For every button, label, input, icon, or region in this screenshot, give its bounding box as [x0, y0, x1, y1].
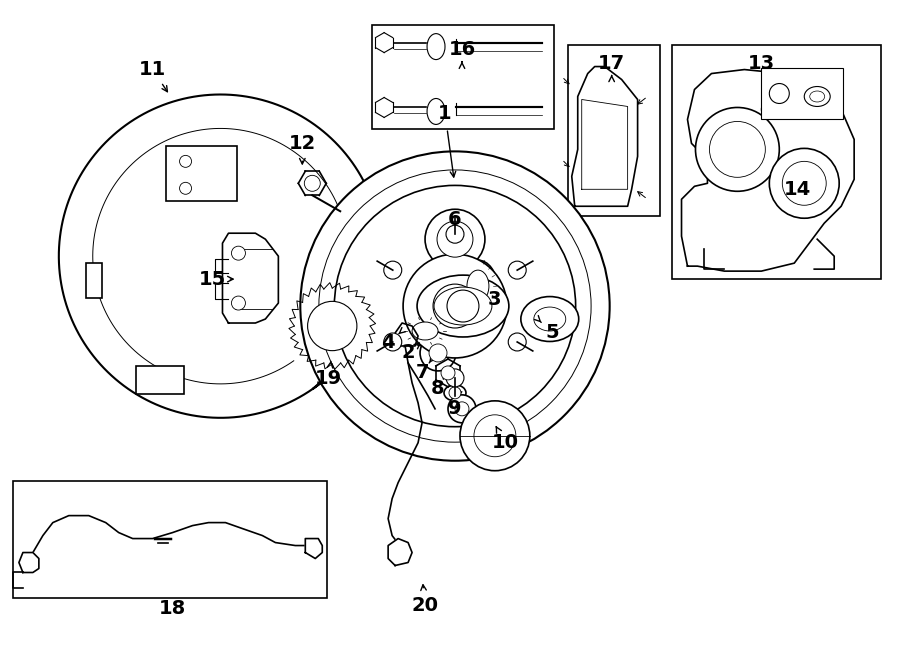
Circle shape [770, 148, 839, 218]
Text: 14: 14 [784, 180, 811, 199]
Polygon shape [222, 233, 278, 323]
Circle shape [437, 221, 473, 257]
Ellipse shape [412, 322, 438, 340]
Circle shape [460, 401, 530, 471]
Text: 8: 8 [431, 379, 445, 399]
Circle shape [231, 296, 246, 310]
Circle shape [319, 170, 591, 442]
Ellipse shape [427, 34, 445, 59]
Circle shape [231, 246, 246, 260]
Circle shape [180, 155, 192, 167]
Circle shape [441, 366, 455, 380]
Ellipse shape [467, 270, 489, 302]
Text: 16: 16 [448, 40, 475, 59]
Circle shape [508, 261, 526, 279]
Polygon shape [681, 69, 854, 271]
Ellipse shape [459, 260, 497, 312]
Bar [671, 44, 881, 279]
Circle shape [696, 108, 779, 191]
Circle shape [761, 100, 781, 120]
Ellipse shape [417, 275, 508, 337]
FancyBboxPatch shape [136, 366, 184, 394]
FancyBboxPatch shape [86, 263, 102, 298]
Text: 1: 1 [438, 104, 452, 123]
Ellipse shape [444, 385, 466, 401]
Polygon shape [305, 539, 322, 559]
Circle shape [770, 83, 789, 104]
Circle shape [425, 210, 485, 269]
Circle shape [449, 387, 461, 399]
Circle shape [383, 261, 401, 279]
Ellipse shape [805, 87, 830, 106]
Text: 20: 20 [411, 596, 438, 615]
FancyBboxPatch shape [166, 146, 238, 201]
Circle shape [403, 254, 507, 358]
Text: 15: 15 [199, 270, 226, 289]
Text: 10: 10 [491, 433, 518, 452]
Text: 5: 5 [545, 323, 559, 342]
Circle shape [301, 151, 609, 461]
Ellipse shape [404, 316, 446, 346]
Text: 18: 18 [159, 599, 186, 618]
Bar [568, 44, 660, 216]
Bar [761, 67, 843, 120]
Polygon shape [19, 553, 39, 572]
Circle shape [455, 402, 469, 416]
Circle shape [447, 290, 479, 322]
Text: 17: 17 [598, 54, 625, 73]
Circle shape [508, 333, 526, 351]
Bar [373, 24, 554, 130]
Circle shape [448, 395, 476, 423]
Text: 4: 4 [382, 333, 395, 352]
Ellipse shape [521, 297, 579, 342]
Circle shape [180, 182, 192, 194]
Circle shape [308, 301, 357, 350]
Polygon shape [395, 323, 419, 346]
Text: 7: 7 [415, 364, 428, 383]
Ellipse shape [434, 287, 492, 325]
Circle shape [429, 344, 447, 362]
Circle shape [334, 185, 576, 427]
Circle shape [304, 175, 320, 191]
Circle shape [433, 284, 477, 328]
Text: 11: 11 [139, 60, 166, 79]
Ellipse shape [427, 98, 445, 124]
Text: 2: 2 [401, 344, 415, 362]
Circle shape [446, 369, 464, 387]
Bar [13, 481, 328, 598]
Text: 6: 6 [448, 210, 462, 229]
Text: 19: 19 [315, 369, 342, 389]
Polygon shape [572, 67, 637, 206]
Polygon shape [388, 539, 412, 566]
Text: 3: 3 [488, 290, 501, 309]
Text: 9: 9 [448, 399, 462, 418]
Circle shape [383, 333, 401, 351]
Text: 12: 12 [289, 134, 316, 153]
Text: 13: 13 [748, 54, 775, 73]
Circle shape [446, 225, 464, 243]
Circle shape [420, 335, 456, 371]
